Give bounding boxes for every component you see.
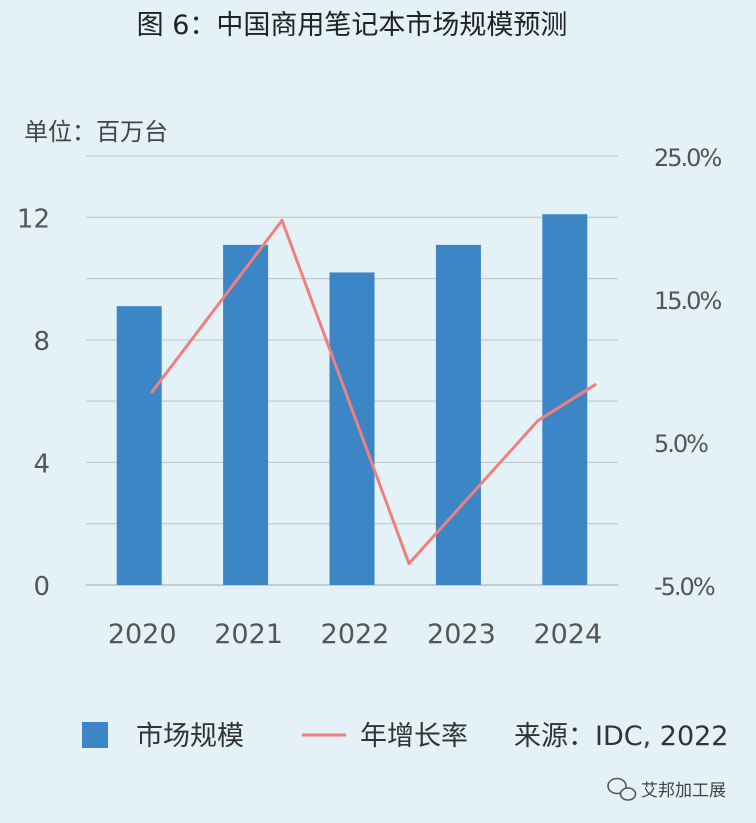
line-point [150,390,154,394]
legend-label-line: 年增长率 [360,721,468,752]
wechat-icon [607,777,637,801]
line-series [150,218,597,566]
line-point [536,419,540,423]
right-tick-label: 5.0% [654,430,708,458]
right-tick-label: -5.0% [654,573,715,601]
watermark: 艾邦加工展 [607,777,726,801]
bar [116,306,162,585]
bar [223,244,269,585]
left-tick-label: 0 [33,572,50,602]
watermark-text: 艾邦加工展 [641,781,726,801]
x-tick-label: 2024 [533,619,602,650]
line-point [407,562,411,566]
right-tick-label: 25.0% [654,144,721,172]
legend-swatch-bar [82,722,108,748]
line-point [280,218,284,222]
left-tick-label: 8 [33,327,50,357]
x-tick-label: 2022 [321,619,390,650]
left-axis-ticks: 0 4 8 12 [17,204,50,602]
right-axis-ticks: 25.0% 15.0% 5.0% -5.0% [654,144,723,601]
left-tick-label: 12 [17,204,50,234]
x-tick-label: 2021 [214,619,283,650]
source-note: 来源：IDC, 2022 [514,721,728,752]
left-tick-label: 4 [33,449,50,479]
bar-series [116,214,588,585]
x-tick-label: 2023 [427,619,496,650]
bar [329,272,375,585]
x-tick-label: 2020 [108,619,177,650]
legend-label-bar: 市场规模 [136,721,244,752]
chart-title: 图 6：中国商用笔记本市场规模预测 [137,10,568,41]
legend: 市场规模 年增长率 [82,721,468,752]
bar [435,244,481,585]
line-point [593,383,597,387]
right-tick-label: 15.0% [654,287,721,315]
x-axis-ticks: 2020 2021 2022 2023 2024 [108,619,602,650]
unit-label: 单位：百万台 [24,118,168,146]
bar [542,214,588,585]
